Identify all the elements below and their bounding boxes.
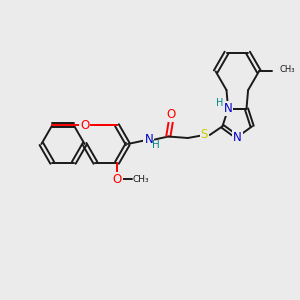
Text: N: N <box>144 133 153 146</box>
Text: O: O <box>112 173 122 186</box>
Text: CH₃: CH₃ <box>132 175 149 184</box>
Text: O: O <box>167 108 176 122</box>
Text: N: N <box>224 102 233 116</box>
Text: CH₃: CH₃ <box>279 65 295 74</box>
Text: H: H <box>216 98 224 109</box>
Text: S: S <box>201 128 208 142</box>
Text: H: H <box>152 140 159 150</box>
Text: N: N <box>233 130 242 144</box>
Text: O: O <box>80 119 89 132</box>
